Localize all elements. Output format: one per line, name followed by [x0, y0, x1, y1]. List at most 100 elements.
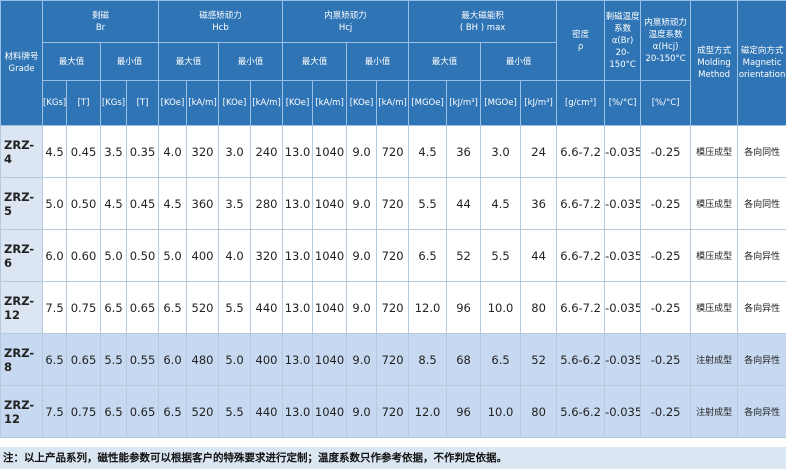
data-cell: 6.5 [480, 333, 522, 386]
data-cell: 各向异性 [737, 281, 786, 334]
footnote: 注：以上产品系列，磁性能参数可以根据客户的特殊要求进行定制；温度系数只作参考依据… [0, 447, 786, 469]
data-cell: 68 [446, 333, 482, 386]
data-cell: 3.0 [218, 125, 252, 178]
data-cell: 52 [520, 333, 558, 386]
data-cell: 4.5 [158, 177, 188, 230]
data-cell: 6.5 [100, 281, 127, 334]
cell-line: 最大磁能积 [461, 10, 504, 21]
unit-cell: [MGOe] [408, 80, 448, 126]
data-cell: 0.75 [66, 281, 101, 334]
cell-line: ρ [577, 41, 584, 52]
unit-cell: [KGs] [42, 80, 67, 126]
cell-line: ( BH ) max [459, 22, 506, 33]
data-cell: 6.5 [408, 229, 448, 282]
data-cell: 6.5 [42, 333, 67, 386]
cell-line: 20-150°C [609, 47, 636, 70]
data-cell: 4.5 [100, 177, 127, 230]
unit-cell: [kA/m] [250, 80, 284, 126]
data-cell: 1040 [312, 281, 348, 334]
header-cell: 剩磁温度 系数 α(Br) 20-150°C [604, 0, 642, 81]
data-cell: -0.035 [604, 333, 642, 386]
data-cell: 12.0 [408, 281, 448, 334]
data-cell: 7.5 [42, 385, 67, 438]
data-cell: -0.25 [640, 177, 692, 230]
data-cell: 模压成型 [690, 281, 739, 334]
data-cell: 360 [186, 177, 220, 230]
data-cell: 10.0 [480, 385, 522, 438]
data-cell: 44 [520, 229, 558, 282]
cell-line: Grade [8, 64, 35, 74]
cell-line: Hcb [212, 22, 229, 33]
data-cell: 5.5 [100, 333, 127, 386]
data-cell: 6.6-7.2 [556, 125, 606, 178]
data-cell: 1040 [312, 125, 348, 178]
data-cell: -0.035 [604, 229, 642, 282]
data-cell: 0.35 [125, 125, 160, 178]
cell-line: orientation [738, 70, 786, 80]
cell-line: 磁定向方式 [740, 46, 784, 56]
data-cell: 0.55 [125, 333, 160, 386]
data-cell: 12.0 [408, 385, 448, 438]
data-cell: -0.035 [604, 281, 642, 334]
table-body: ZRZ-4 4.5 0.45 3.5 0.35 4.0 320 3.0 240 13.0 1040 9… [0, 125, 786, 438]
data-cell: 440 [250, 281, 284, 334]
data-cell: 9.0 [346, 229, 378, 282]
data-cell: 96 [446, 385, 482, 438]
data-cell: 6.5 [158, 385, 188, 438]
unit-cell: [%/°C] [640, 80, 692, 126]
unit-cell: [T] [125, 80, 160, 126]
unit-cell: [kJ/m³] [520, 80, 558, 126]
data-cell: 9.0 [346, 281, 378, 334]
data-cell: 320 [186, 125, 220, 178]
header-cell: 最大值 [408, 42, 482, 81]
data-cell: 各向异性 [737, 229, 786, 282]
cell-line: Br [95, 22, 106, 33]
data-cell: 9.0 [346, 177, 378, 230]
unit-cell: [KOe] [282, 80, 314, 126]
data-cell: 13.0 [282, 125, 314, 178]
data-cell: 5.6-6.2 [556, 385, 606, 438]
unit-cell: [kA/m] [376, 80, 410, 126]
data-cell: 5.5 [218, 385, 252, 438]
data-cell: 0.45 [66, 125, 101, 178]
data-cell: -0.25 [640, 229, 692, 282]
unit-cell: [kA/m] [186, 80, 220, 126]
data-cell: 520 [186, 281, 220, 334]
unit-cell: [KOe] [158, 80, 188, 126]
header-cell: 最小值 [480, 42, 558, 81]
data-cell: 6.0 [158, 333, 188, 386]
data-cell: -0.25 [640, 385, 692, 438]
data-cell: 4.0 [218, 229, 252, 282]
cell-line: 密度 [572, 29, 590, 40]
data-cell: 模压成型 [690, 229, 739, 282]
data-cell: 24 [520, 125, 558, 178]
grade-cell: ZRZ-6 [0, 229, 43, 282]
header-cell: 最大值 [42, 42, 101, 81]
data-cell: 9.0 [346, 333, 378, 386]
data-cell: 模压成型 [690, 125, 739, 178]
data-cell: 52 [446, 229, 482, 282]
data-cell: 1040 [312, 177, 348, 230]
cell-line: 内禀矫顽力 [644, 17, 687, 28]
data-cell: 0.65 [66, 333, 101, 386]
data-cell: -0.035 [604, 177, 642, 230]
data-cell: 720 [376, 125, 410, 178]
unit-cell: [MGOe] [480, 80, 522, 126]
header-cell: 最大磁能积( BH ) max [408, 0, 558, 43]
data-cell: 3.5 [218, 177, 252, 230]
cell-line: α(Br) [611, 35, 634, 46]
grade-cell: ZRZ-4 [0, 125, 43, 178]
data-cell: 13.0 [282, 385, 314, 438]
header-cell: 最大值 [282, 42, 348, 81]
data-cell: 0.65 [125, 385, 160, 438]
data-cell: -0.035 [604, 125, 642, 178]
cell-line: 系数 [614, 23, 632, 34]
grade-cell: ZRZ-12 [0, 281, 43, 334]
unit-cell: [KOe] [218, 80, 252, 126]
data-cell: 5.5 [218, 281, 252, 334]
cell-line: 剩磁温度 [605, 11, 640, 22]
unit-cell: [g/cm³] [556, 80, 606, 126]
data-cell: 96 [446, 281, 482, 334]
data-cell: 280 [250, 177, 284, 230]
data-row: ZRZ-5 5.0 0.50 4.5 0.45 4.5 360 3.5 280 13.0 1040 9… [0, 177, 786, 230]
